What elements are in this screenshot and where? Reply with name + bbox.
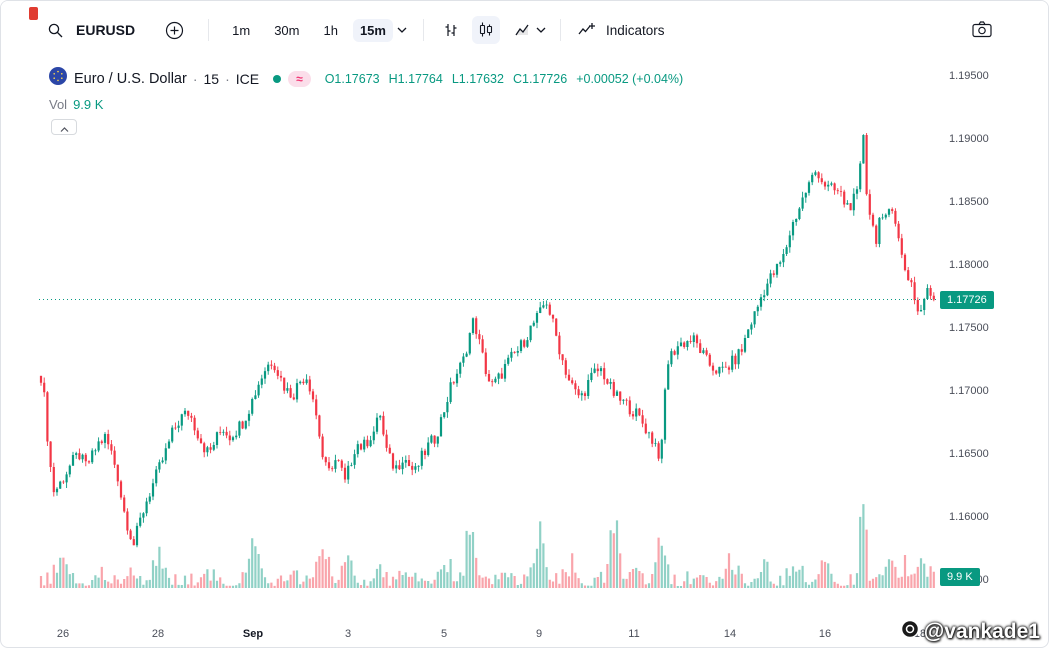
close-label: C (512, 71, 522, 86)
delayed-data-badge[interactable]: ≈ (288, 70, 311, 87)
indicators-icon[interactable] (577, 21, 596, 39)
area-style-icon[interactable] (514, 21, 532, 39)
indicators-button[interactable]: Indicators (605, 22, 665, 38)
volume-label: Vol (49, 97, 68, 112)
interval-30m-button[interactable]: 30m (267, 19, 306, 42)
collapse-legend-button[interactable] (51, 119, 77, 135)
watermark-logo-icon (900, 619, 920, 645)
price-axis-label: 1.16000 (949, 511, 989, 523)
open-label: O (324, 71, 335, 86)
interval-15m-button[interactable]: 15m (352, 18, 393, 42)
top-toolbar: EURUSD 1m 30m 1h 15m Indicators (1, 1, 1048, 59)
camera-icon[interactable] (972, 21, 992, 38)
eu-flag-icon (49, 67, 67, 90)
separator-dot: · (192, 70, 198, 87)
high-label: H (388, 71, 398, 86)
toolbar-separator (559, 19, 561, 41)
ohlc-values: O1.17673 H1.17764 L1.17632 C1.17726 +0.0… (325, 72, 693, 86)
low-label: L (451, 71, 459, 86)
candle-bodies-down (39, 135, 935, 546)
low-value: 1.17632 (458, 71, 504, 86)
market-status-dot (273, 74, 282, 83)
time-axis-label: 9 (535, 628, 543, 640)
time-axis-label: 5 (440, 628, 448, 640)
last-price-badge: 1.17726 (940, 290, 994, 309)
time-axis-label: 11 (628, 628, 640, 640)
watermark-text: @vankade1 (923, 620, 1040, 643)
corner-marker (29, 7, 38, 20)
price-axis-label: 1.19000 (949, 133, 989, 145)
change-value: +0.00052 (+0.04%) (576, 71, 684, 86)
close-value: 1.17726 (522, 71, 568, 86)
legend-interval: 15 (203, 70, 220, 87)
legend-volume-row: Vol 9.9 K (49, 97, 692, 112)
price-axis-label: 1.17000 (949, 385, 989, 397)
time-axis-label: Sep (242, 628, 264, 640)
add-symbol-icon[interactable] (165, 21, 184, 40)
price-axis-label: 1.18500 (949, 196, 989, 208)
chevron-up-icon (60, 120, 69, 135)
time-axis-label: 3 (344, 628, 352, 640)
watermark: @vankade1 (900, 619, 1040, 645)
bars-style-icon[interactable] (442, 21, 460, 39)
time-axis[interactable]: 26 28 Sep 3 5 9 11 14 16 18 (1, 621, 1048, 647)
time-axis-label: 14 (723, 628, 737, 640)
time-axis-label: 16 (818, 628, 832, 640)
price-axis-label: 1.18000 (949, 259, 989, 271)
volume-badge: 9.9 K (940, 568, 980, 586)
symbol-title[interactable]: Euro / U.S. Dollar (74, 70, 187, 87)
legend: Euro / U.S. Dollar · 15 · ICE ≈ O1.17673… (49, 67, 692, 112)
interval-menu-chevron-icon[interactable] (397, 27, 407, 33)
search-icon[interactable] (47, 22, 64, 39)
candle-wicks-up (56, 134, 928, 548)
open-value: 1.17673 (334, 71, 380, 86)
legend-exchange: ICE (235, 70, 260, 87)
legend-title-row: Euro / U.S. Dollar · 15 · ICE ≈ O1.17673… (49, 67, 692, 90)
symbol-button[interactable]: EURUSD (72, 20, 139, 40)
volume-value: 9.9 K (73, 97, 104, 112)
style-menu-chevron-icon[interactable] (536, 27, 546, 33)
toolbar-separator (208, 19, 210, 41)
time-axis-label: 26 (56, 628, 70, 640)
separator-dot: · (225, 70, 230, 87)
price-axis-label: 1.19500 (949, 70, 989, 82)
candle-bodies-up (55, 135, 929, 546)
time-axis-label: 28 (151, 628, 165, 640)
price-axis[interactable]: 1.19500 1.19000 1.18500 1.18000 1.17500 1.170… (937, 59, 1048, 621)
price-axis-label: 1.16500 (949, 448, 989, 460)
candle-wicks-down (40, 133, 935, 546)
high-value: 1.17764 (397, 71, 443, 86)
price-axis-label: 1.17500 (949, 322, 989, 334)
toolbar-separator (422, 19, 424, 41)
interval-1m-button[interactable]: 1m (225, 19, 257, 42)
volume-bars-down (39, 529, 935, 588)
candles-style-icon[interactable] (471, 16, 500, 44)
interval-1h-button[interactable]: 1h (316, 19, 344, 42)
volume-bars-up (55, 504, 929, 588)
